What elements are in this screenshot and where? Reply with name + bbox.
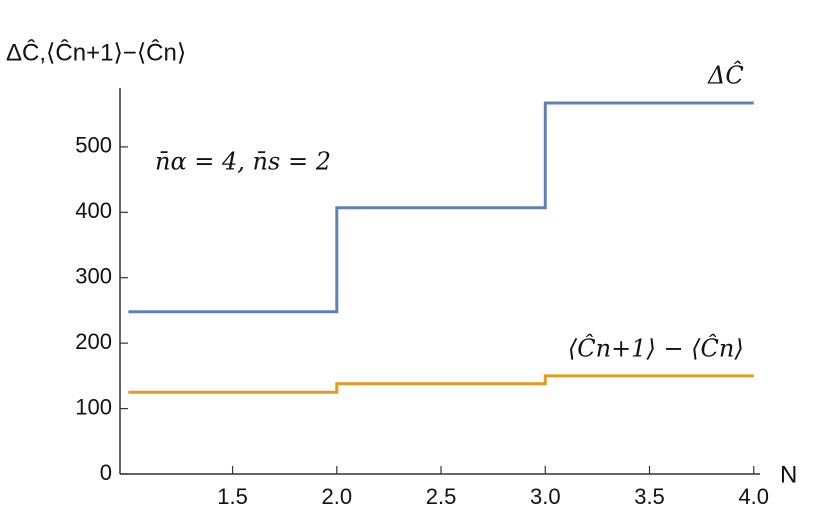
x-tick-label: 1.5 bbox=[217, 484, 248, 509]
y-tick-label: 400 bbox=[75, 198, 112, 223]
x-tick-label: 2.0 bbox=[322, 484, 353, 509]
series-label: ΔĈ bbox=[707, 61, 744, 90]
series-label: ⟨Ĉn+1⟩ − ⟨Ĉn⟩ bbox=[568, 333, 744, 362]
y-axis-label: ΔĈ,⟨Ĉn+1⟩−⟨Ĉn⟩ bbox=[6, 38, 186, 66]
annotation: n̄α = 4, n̄s = 2 bbox=[155, 148, 331, 176]
x-tick-label: 3.5 bbox=[634, 484, 665, 509]
step-line bbox=[128, 101, 754, 314]
x-axis-label: N bbox=[780, 461, 797, 488]
y-tick-label: 200 bbox=[75, 329, 112, 354]
y-tick-label: 300 bbox=[75, 264, 112, 289]
y-tick-label: 100 bbox=[75, 394, 112, 419]
y-tick-label: 0 bbox=[100, 460, 112, 485]
x-tick-label: 2.5 bbox=[426, 484, 457, 509]
x-tick-label: 4.0 bbox=[738, 484, 769, 509]
y-tick-label: 500 bbox=[75, 133, 112, 158]
step-line bbox=[128, 374, 754, 394]
x-tick-label: 3.0 bbox=[530, 484, 561, 509]
